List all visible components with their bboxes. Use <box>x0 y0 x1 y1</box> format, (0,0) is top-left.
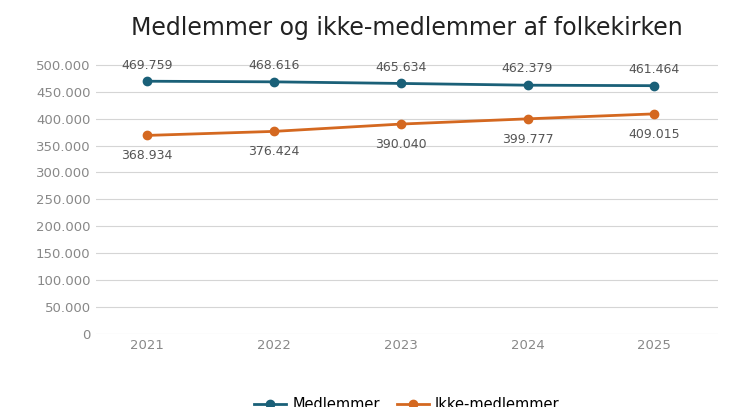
Text: 462.379: 462.379 <box>502 62 554 75</box>
Text: 376.424: 376.424 <box>248 145 300 158</box>
Text: 465.634: 465.634 <box>375 61 426 74</box>
Text: 461.464: 461.464 <box>629 63 680 76</box>
Text: 368.934: 368.934 <box>121 149 172 162</box>
Text: 390.040: 390.040 <box>375 138 426 151</box>
Text: 409.015: 409.015 <box>628 128 680 141</box>
Text: 468.616: 468.616 <box>248 59 300 72</box>
Title: Medlemmer og ikke-medlemmer af folkekirken: Medlemmer og ikke-medlemmer af folkekirk… <box>131 16 683 40</box>
Legend: Medlemmer, Ikke-medlemmer: Medlemmer, Ikke-medlemmer <box>249 391 565 407</box>
Text: 469.759: 469.759 <box>121 59 172 72</box>
Text: 399.777: 399.777 <box>502 133 554 146</box>
